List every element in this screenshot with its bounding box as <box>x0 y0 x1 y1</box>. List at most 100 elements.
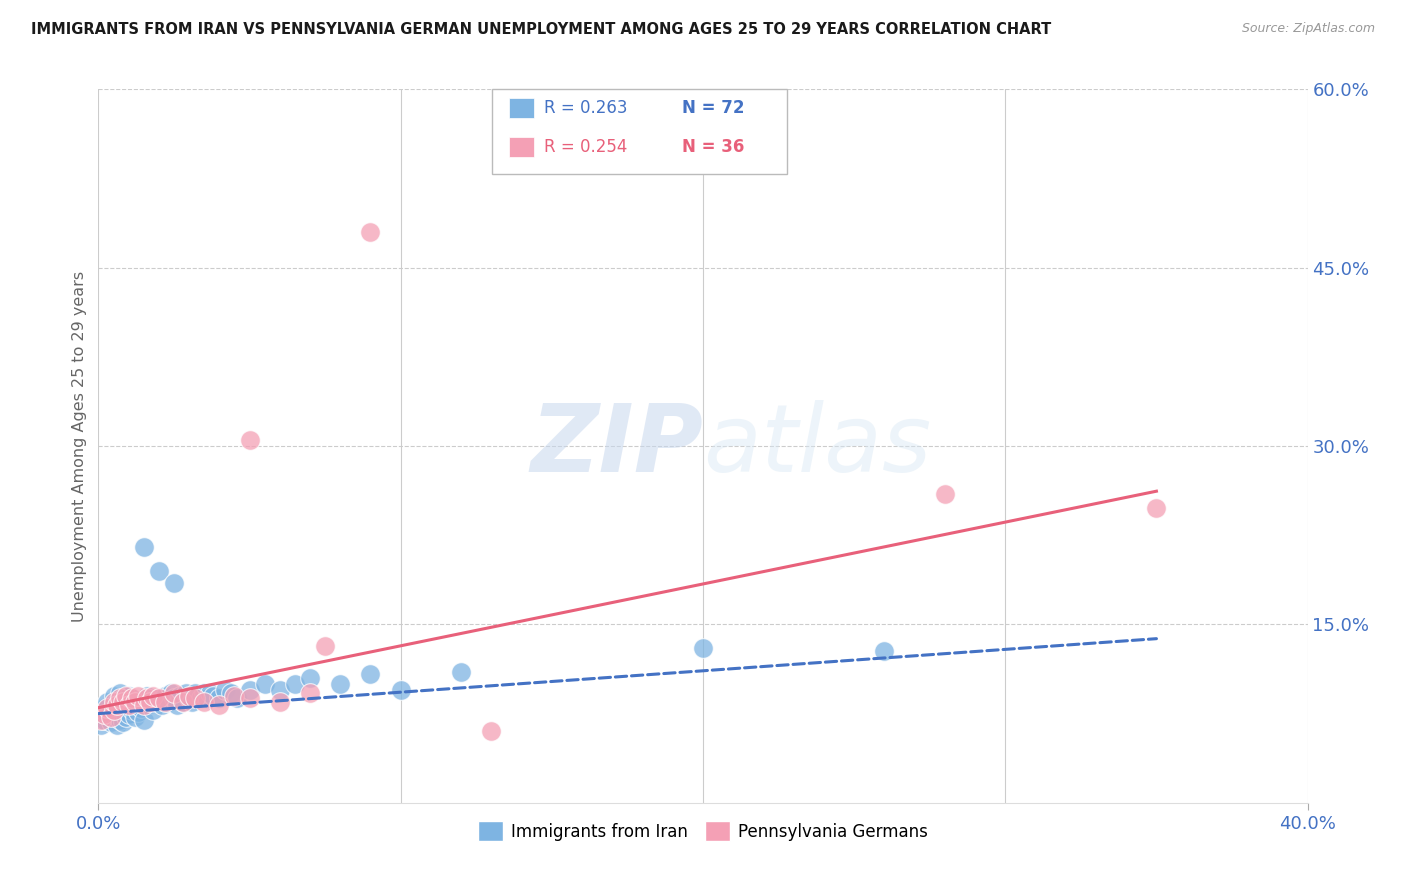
Point <box>299 686 322 700</box>
Point <box>239 682 262 697</box>
Point <box>142 703 165 717</box>
Point <box>93 706 115 721</box>
Point <box>195 691 218 706</box>
Point <box>90 718 112 732</box>
Point <box>181 695 204 709</box>
Point <box>239 691 262 706</box>
Point <box>226 691 249 706</box>
Point <box>193 686 215 700</box>
Point <box>132 713 155 727</box>
Point <box>111 695 134 709</box>
Point <box>96 706 118 721</box>
Point <box>148 691 170 706</box>
Point <box>187 689 209 703</box>
Point <box>124 698 146 713</box>
Point <box>129 700 152 714</box>
Point <box>150 698 173 713</box>
Point <box>103 695 125 709</box>
Point <box>105 718 128 732</box>
Point <box>114 710 136 724</box>
Point <box>269 695 291 709</box>
Point <box>934 486 956 500</box>
Point <box>160 686 183 700</box>
Point <box>96 700 118 714</box>
Point <box>121 703 143 717</box>
Point <box>873 643 896 657</box>
Point <box>163 691 186 706</box>
Point <box>174 686 197 700</box>
Point <box>163 575 186 590</box>
Point <box>111 714 134 729</box>
Point <box>118 706 141 721</box>
Text: Source: ZipAtlas.com: Source: ZipAtlas.com <box>1241 22 1375 36</box>
Point <box>314 639 336 653</box>
Point <box>103 698 125 713</box>
Point <box>118 698 141 713</box>
Point <box>299 671 322 685</box>
Point <box>389 682 412 697</box>
Point <box>93 700 115 714</box>
Point <box>329 677 352 691</box>
Point <box>108 691 131 706</box>
Point <box>179 691 201 706</box>
Point <box>360 225 382 239</box>
Point <box>100 710 122 724</box>
Point <box>481 724 503 739</box>
Point <box>103 703 125 717</box>
Point <box>208 698 231 713</box>
Point <box>208 691 231 706</box>
Text: IMMIGRANTS FROM IRAN VS PENNSYLVANIA GERMAN UNEMPLOYMENT AMONG AGES 25 TO 29 YEA: IMMIGRANTS FROM IRAN VS PENNSYLVANIA GER… <box>31 22 1052 37</box>
Point <box>200 686 222 700</box>
Point <box>166 698 188 713</box>
Point <box>148 691 170 706</box>
Point <box>105 695 128 709</box>
Point <box>132 698 155 713</box>
Point <box>127 706 149 720</box>
Point <box>108 686 131 700</box>
Point <box>148 564 170 578</box>
Point <box>360 667 382 681</box>
Point <box>127 689 149 703</box>
Point <box>193 695 215 709</box>
Point <box>450 665 472 679</box>
Point <box>121 691 143 706</box>
Point <box>253 677 276 691</box>
Point <box>118 689 141 703</box>
Text: R = 0.254: R = 0.254 <box>544 138 627 156</box>
Point <box>163 686 186 700</box>
Point <box>139 697 162 711</box>
Point <box>93 713 115 727</box>
Point <box>132 695 155 709</box>
Point <box>179 689 201 703</box>
Point <box>127 693 149 707</box>
Point <box>111 691 134 706</box>
Point <box>132 540 155 554</box>
Y-axis label: Unemployment Among Ages 25 to 29 years: Unemployment Among Ages 25 to 29 years <box>72 270 87 622</box>
Point <box>269 682 291 697</box>
Text: N = 36: N = 36 <box>682 138 744 156</box>
Point <box>100 703 122 717</box>
Point <box>121 691 143 706</box>
Text: ZIP: ZIP <box>530 400 703 492</box>
Point <box>103 689 125 703</box>
Point <box>124 710 146 724</box>
Legend: Immigrants from Iran, Pennsylvania Germans: Immigrants from Iran, Pennsylvania Germa… <box>471 814 935 848</box>
Point <box>103 710 125 724</box>
Point <box>135 689 157 703</box>
Point <box>96 695 118 709</box>
Point <box>184 691 207 706</box>
Text: atlas: atlas <box>703 401 931 491</box>
Point <box>224 689 246 703</box>
Point <box>153 689 176 703</box>
Point <box>108 713 131 727</box>
Point <box>214 682 236 697</box>
Point <box>135 691 157 706</box>
Point <box>221 686 243 700</box>
Point <box>239 433 262 447</box>
Point <box>124 695 146 709</box>
Point <box>692 641 714 656</box>
Point <box>202 689 225 703</box>
Point <box>105 698 128 713</box>
Point <box>169 689 191 703</box>
Point <box>114 698 136 713</box>
